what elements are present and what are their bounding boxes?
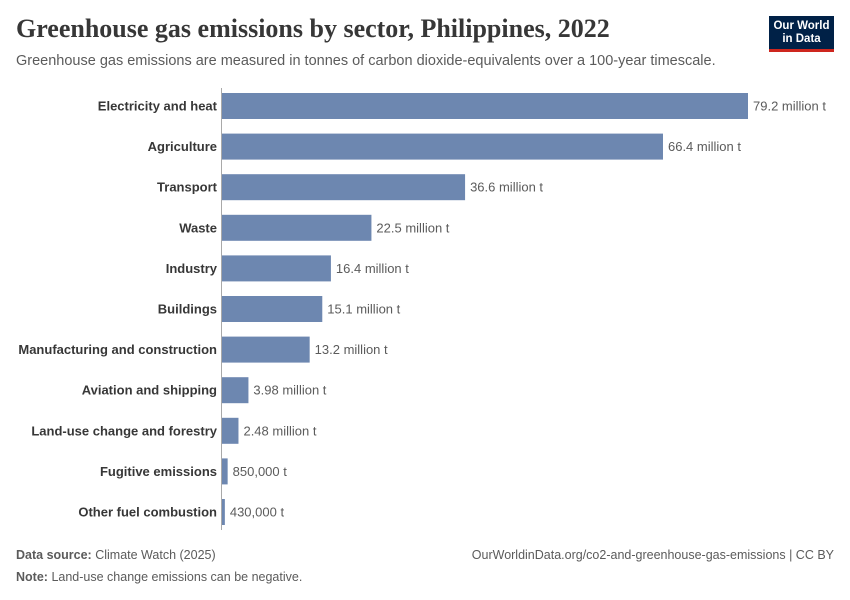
bar[interactable]: [222, 214, 372, 241]
value-label: 850,000 t: [233, 464, 288, 479]
data-source-label: Data source:: [16, 548, 92, 562]
category-label: Land-use change and forestry: [31, 423, 217, 438]
category-label: Manufacturing and construction: [18, 342, 217, 357]
bar[interactable]: [222, 93, 748, 119]
bar[interactable]: [222, 458, 228, 485]
value-label: 430,000 t: [230, 505, 285, 520]
category-label: Transport: [157, 180, 218, 195]
owid-logo[interactable]: Our World in Data: [769, 16, 834, 52]
category-label: Buildings: [158, 302, 217, 317]
value-label: 36.6 million t: [470, 180, 543, 195]
chart-url-link[interactable]: OurWorldinData.org/co2-and-greenhouse-ga…: [471, 548, 834, 562]
value-label: 79.2 million t: [753, 99, 826, 114]
value-label: 13.2 million t: [315, 342, 388, 357]
category-label: Agriculture: [148, 139, 217, 154]
category-label: Electricity and heat: [98, 99, 218, 114]
category-label: Waste: [179, 220, 217, 235]
bar-chart: Electricity and heat 79.2 million t Agricu…: [18, 88, 826, 530]
note-label: Note:: [16, 570, 48, 584]
logo-line-1: Our World: [773, 20, 830, 32]
chart-note: Note: Land-use change emissions can be n…: [16, 570, 302, 584]
value-label: 22.5 million t: [376, 220, 449, 235]
bar[interactable]: [222, 377, 249, 404]
value-label: 16.4 million t: [336, 261, 409, 276]
bar[interactable]: [222, 133, 663, 160]
data-source: Data source: Climate Watch (2025): [16, 548, 216, 562]
category-label: Other fuel combustion: [78, 505, 217, 520]
data-source-link[interactable]: Climate Watch (2025): [95, 548, 216, 562]
value-label: 2.48 million t: [243, 423, 316, 438]
bar[interactable]: [222, 336, 310, 363]
value-label: 15.1 million t: [327, 302, 400, 317]
bar[interactable]: [222, 417, 239, 444]
logo-line-2: in Data: [782, 33, 821, 45]
note-text: Land-use change emissions can be negativ…: [51, 570, 303, 584]
bar[interactable]: [222, 174, 466, 201]
bar[interactable]: [222, 499, 225, 525]
category-label: Industry: [166, 261, 218, 276]
category-label: Aviation and shipping: [82, 383, 217, 398]
bar[interactable]: [222, 296, 323, 322]
bar[interactable]: [222, 255, 331, 282]
value-label: 3.98 million t: [253, 383, 326, 398]
chart-title: Greenhouse gas emissions by sector, Phil…: [16, 14, 610, 43]
category-label: Fugitive emissions: [100, 464, 217, 479]
value-label: 66.4 million t: [668, 139, 741, 154]
chart-subtitle: Greenhouse gas emissions are measured in…: [16, 53, 716, 69]
